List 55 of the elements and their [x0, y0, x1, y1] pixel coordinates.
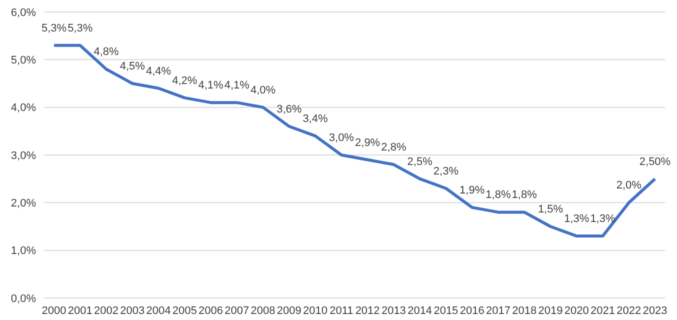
data-label: 1,3%: [564, 213, 590, 226]
x-tick-label: 2022: [616, 304, 642, 317]
data-label: 3,6%: [276, 103, 302, 116]
data-label: 2,8%: [381, 142, 406, 154]
data-label: 4,0%: [250, 84, 276, 96]
data-label: 3,4%: [302, 112, 328, 125]
data-label: 4,1%: [224, 80, 250, 92]
y-tick-label: 3,0%: [10, 150, 36, 162]
x-tick-label: 2021: [590, 304, 615, 317]
x-tick-label: 2003: [120, 304, 145, 317]
data-label: 1,5%: [538, 204, 564, 216]
x-tick-label: 2012: [355, 304, 380, 317]
x-tick-label: 2020: [564, 304, 589, 317]
x-tick-label: 2018: [512, 304, 537, 317]
y-tick-label: 1,0%: [10, 245, 36, 258]
x-tick-label: 2004: [146, 304, 171, 317]
x-tick-label: 2002: [94, 304, 119, 317]
x-tick-label: 2010: [303, 304, 328, 317]
data-label: 1,8%: [512, 189, 538, 202]
data-label: 2,5%: [407, 156, 433, 168]
x-tick-label: 2000: [42, 304, 66, 317]
y-tick-label: 2,0%: [10, 198, 36, 210]
data-label: 1,8%: [486, 189, 511, 202]
x-tick-label: 2005: [172, 304, 197, 317]
data-label: 4,2%: [172, 74, 198, 87]
x-tick-label: 2008: [250, 304, 276, 317]
data-label: 4,5%: [120, 60, 146, 72]
data-label: 2,3%: [433, 165, 459, 178]
data-label: 5,3%: [41, 22, 67, 34]
data-label: 5,3%: [68, 22, 93, 34]
data-label: 4,1%: [198, 80, 224, 92]
data-label: 1,9%: [460, 184, 485, 196]
data-label: 2,50%: [639, 156, 671, 168]
x-tick-label: 2014: [408, 304, 432, 317]
x-tick-label: 2017: [486, 304, 510, 317]
x-tick-label: 2023: [642, 304, 668, 317]
x-tick-label: 2019: [538, 304, 563, 317]
data-label: 3,0%: [328, 132, 354, 144]
data-label: 2,9%: [355, 136, 380, 149]
data-label: 4,4%: [146, 65, 172, 78]
data-label: 2,0%: [616, 180, 642, 192]
y-tick-label: 0,0%: [10, 292, 36, 305]
x-tick-label: 2015: [434, 304, 458, 317]
x-tick-label: 2009: [276, 304, 302, 317]
y-tick-label: 4,0%: [10, 102, 36, 114]
x-tick-label: 2001: [68, 304, 92, 317]
x-tick-label: 2006: [198, 304, 224, 317]
x-tick-label: 2013: [381, 304, 406, 317]
y-tick-label: 5,0%: [10, 54, 36, 67]
y-tick-label: 6,0%: [10, 6, 36, 19]
data-label: 4,8%: [94, 46, 120, 58]
data-label: 1,3%: [590, 213, 616, 226]
x-tick-label: 2016: [460, 304, 484, 317]
x-tick-label: 2007: [224, 304, 250, 317]
x-tick-label: 2011: [330, 304, 354, 317]
